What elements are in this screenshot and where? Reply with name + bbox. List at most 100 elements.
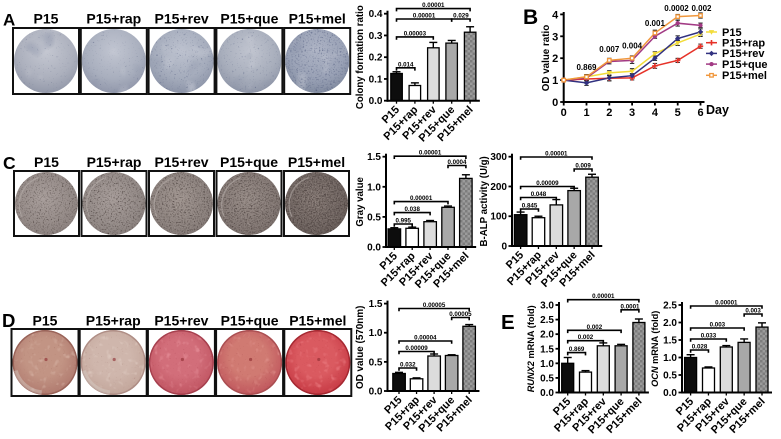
- svg-text:OCN mRNA (fold): OCN mRNA (fold): [650, 311, 660, 387]
- svg-text:2: 2: [552, 53, 558, 65]
- svg-text:0: 0: [501, 242, 507, 253]
- svg-text:1: 1: [552, 75, 558, 87]
- svg-text:0.002: 0.002: [578, 334, 594, 341]
- svg-text:1.0: 1.0: [663, 353, 677, 364]
- svg-text:0.028: 0.028: [692, 344, 708, 351]
- svg-text:3: 3: [629, 107, 635, 119]
- svg-text:P15: P15: [34, 154, 59, 170]
- svg-text:1.0: 1.0: [367, 182, 381, 193]
- svg-text:0.2: 0.2: [369, 53, 383, 64]
- svg-text:6: 6: [697, 107, 703, 119]
- svg-text:1.5: 1.5: [367, 152, 381, 163]
- svg-text:4: 4: [652, 107, 659, 119]
- svg-text:P15: P15: [34, 10, 59, 26]
- svg-text:0.00009: 0.00009: [536, 180, 559, 187]
- svg-text:2.5: 2.5: [540, 315, 554, 326]
- svg-text:0.869: 0.869: [576, 63, 597, 72]
- svg-text:1: 1: [583, 107, 589, 119]
- svg-text:2.0: 2.0: [540, 330, 554, 341]
- svg-text:0.004: 0.004: [622, 42, 643, 51]
- svg-text:0.00001: 0.00001: [410, 195, 433, 202]
- svg-text:0.869: 0.869: [569, 346, 585, 353]
- svg-text:P15+rap: P15+rap: [86, 10, 141, 26]
- svg-text:1.5: 1.5: [369, 299, 383, 310]
- svg-text:D: D: [2, 310, 15, 331]
- svg-text:0.00001: 0.00001: [592, 293, 615, 300]
- svg-text:P15+rev: P15+rev: [154, 154, 208, 170]
- svg-text:4: 4: [552, 9, 559, 21]
- svg-text:0.4: 0.4: [369, 9, 383, 20]
- svg-text:0.0: 0.0: [367, 243, 381, 254]
- svg-text:0.009: 0.009: [575, 163, 591, 170]
- svg-text:0: 0: [561, 107, 567, 119]
- svg-text:0.002: 0.002: [691, 4, 712, 13]
- svg-text:P15+mel: P15+mel: [288, 154, 345, 170]
- svg-text:P15+rap: P15+rap: [86, 313, 141, 329]
- svg-text:P15+rap: P15+rap: [87, 154, 142, 170]
- svg-text:P15+rev: P15+rev: [155, 10, 209, 26]
- svg-text:0.5: 0.5: [367, 212, 381, 223]
- svg-text:C: C: [3, 153, 16, 173]
- svg-text:Colony formation ratio: Colony formation ratio: [355, 5, 366, 109]
- svg-text:0.00001: 0.00001: [422, 2, 445, 9]
- svg-text:P15: P15: [722, 27, 742, 39]
- svg-text:0.00005: 0.00005: [449, 311, 472, 318]
- svg-text:0: 0: [552, 97, 558, 109]
- svg-text:OD value ratio: OD value ratio: [541, 25, 552, 91]
- svg-text:P15+que: P15+que: [220, 154, 278, 170]
- svg-text:0.5: 0.5: [663, 371, 677, 382]
- svg-text:0.0004: 0.0004: [447, 159, 466, 166]
- svg-text:P15+que: P15+que: [722, 59, 768, 71]
- svg-text:2: 2: [606, 107, 612, 119]
- svg-text:0.007: 0.007: [599, 45, 620, 54]
- svg-text:1.5: 1.5: [663, 336, 677, 347]
- svg-text:P15+rev: P15+rev: [722, 48, 765, 60]
- svg-text:0.048: 0.048: [531, 191, 547, 198]
- svg-text:0.00001: 0.00001: [413, 13, 436, 20]
- svg-text:5: 5: [675, 107, 681, 119]
- svg-text:B: B: [523, 6, 538, 29]
- svg-text:1.0: 1.0: [540, 359, 554, 370]
- svg-text:0.5: 0.5: [369, 357, 383, 368]
- svg-text:0.00001: 0.00001: [419, 150, 442, 157]
- svg-text:P15+mel: P15+mel: [289, 10, 346, 26]
- svg-text:0.001: 0.001: [645, 19, 666, 28]
- svg-text:0.00003: 0.00003: [404, 30, 427, 37]
- svg-text:0.00004: 0.00004: [414, 335, 437, 342]
- svg-text:3.0: 3.0: [540, 301, 554, 312]
- svg-text:0.003: 0.003: [710, 322, 726, 329]
- svg-text:P15+mel: P15+mel: [722, 70, 767, 82]
- svg-text:0.003: 0.003: [745, 308, 761, 315]
- svg-text:0.032: 0.032: [400, 362, 416, 369]
- svg-text:0.5: 0.5: [540, 373, 554, 384]
- svg-text:E: E: [501, 311, 515, 334]
- svg-text:0.1: 0.1: [369, 74, 383, 85]
- svg-text:3: 3: [552, 31, 558, 43]
- svg-text:P15+rap: P15+rap: [722, 38, 765, 50]
- svg-text:0.00005: 0.00005: [423, 302, 446, 309]
- svg-text:0.995: 0.995: [396, 218, 412, 225]
- svg-text:0.0: 0.0: [663, 388, 677, 399]
- svg-text:1.0: 1.0: [369, 328, 383, 339]
- svg-text:P15+que: P15+que: [220, 10, 278, 26]
- svg-text:200: 200: [490, 182, 507, 193]
- svg-text:0.00001: 0.00001: [715, 300, 738, 307]
- svg-text:0.029: 0.029: [453, 13, 469, 20]
- svg-text:0.00009: 0.00009: [405, 345, 428, 352]
- svg-text:0.002: 0.002: [587, 324, 603, 331]
- svg-text:0.845: 0.845: [522, 203, 538, 210]
- svg-text:0.0: 0.0: [369, 96, 383, 107]
- svg-text:100: 100: [490, 212, 507, 223]
- svg-text:2.5: 2.5: [663, 301, 677, 312]
- svg-text:P15+mel: P15+mel: [289, 313, 346, 329]
- svg-text:B-ALP activity (U/g): B-ALP activity (U/g): [479, 156, 490, 246]
- svg-text:0.0001: 0.0001: [621, 303, 640, 310]
- svg-text:2.0: 2.0: [663, 318, 677, 329]
- svg-text:0.3: 0.3: [369, 31, 383, 42]
- svg-text:0.0: 0.0: [540, 388, 554, 399]
- svg-text:1.5: 1.5: [540, 344, 554, 355]
- svg-text:0.014: 0.014: [398, 61, 414, 68]
- svg-text:Gray value: Gray value: [355, 176, 366, 226]
- svg-text:300: 300: [490, 152, 507, 163]
- svg-text:A: A: [3, 10, 15, 29]
